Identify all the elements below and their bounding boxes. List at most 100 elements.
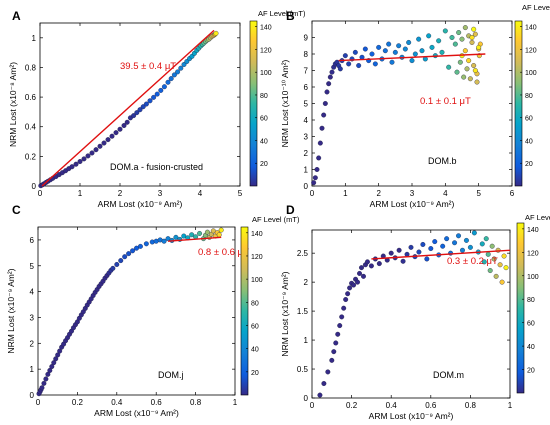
data-point xyxy=(316,155,322,161)
data-point xyxy=(93,147,99,153)
y-tick-label: 0.2 xyxy=(25,152,37,161)
y-tick-label: 6 xyxy=(304,83,309,92)
colorbar-tick-label: 60 xyxy=(251,323,259,330)
y-tick-label: 5 xyxy=(304,100,309,109)
colorbar-title: AF Level (mT) xyxy=(522,3,550,12)
x-tick-label: 0.6 xyxy=(425,401,437,410)
y-axis-label: NRM Lost (x10⁻⁸ Am²) xyxy=(8,62,18,147)
data-point xyxy=(161,238,167,244)
data-point xyxy=(105,137,111,143)
data-point xyxy=(134,110,140,116)
paleointensity-label: 0.8 ± 0.6 μT xyxy=(198,247,249,258)
colorbar-tick-label: 140 xyxy=(251,231,263,238)
x-tick-label: 0.8 xyxy=(465,401,477,410)
data-point xyxy=(311,180,317,186)
data-point xyxy=(140,104,146,110)
y-tick-label: 3 xyxy=(30,313,35,322)
colorbar-tick-label: 100 xyxy=(527,274,539,281)
data-point xyxy=(321,112,327,118)
data-point xyxy=(122,254,128,260)
x-tick-label: 5 xyxy=(476,189,481,198)
data-point xyxy=(497,262,503,268)
colorbar-tick-label: 120 xyxy=(251,254,263,261)
colorbar-tick-label: 140 xyxy=(527,227,539,234)
data-point xyxy=(85,153,91,159)
data-point xyxy=(439,49,445,55)
data-point xyxy=(47,367,53,373)
data-point xyxy=(110,265,116,271)
plot-frame xyxy=(37,226,236,396)
data-point xyxy=(406,39,412,45)
y-tick-label: 2 xyxy=(304,149,309,158)
data-point xyxy=(359,265,364,271)
y-tick-label: 0 xyxy=(304,394,309,403)
y-tick-label: 0.6 xyxy=(25,93,37,102)
plot-frame xyxy=(39,22,241,187)
data-point xyxy=(368,263,374,269)
data-point xyxy=(446,64,452,70)
data-point xyxy=(489,243,495,249)
x-tick-label: 3 xyxy=(410,189,415,198)
colorbar-tick-label: 100 xyxy=(260,70,272,77)
colorbar-tick-label: 20 xyxy=(527,368,535,375)
data-point xyxy=(503,265,509,271)
data-point xyxy=(343,297,349,302)
data-point xyxy=(467,76,473,82)
data-point xyxy=(39,385,45,391)
data-point xyxy=(117,126,123,132)
data-point xyxy=(147,98,153,104)
x-tick-label: 6 xyxy=(510,189,515,198)
data-point xyxy=(493,273,499,279)
colorbar-tick-label: 140 xyxy=(260,25,272,32)
data-point xyxy=(175,69,181,75)
data-point xyxy=(69,164,75,170)
data-point xyxy=(165,79,171,85)
colorbar-tick-label: 80 xyxy=(525,93,533,100)
data-point xyxy=(317,392,323,398)
data-point xyxy=(178,65,184,71)
data-point xyxy=(464,66,470,72)
data-point xyxy=(481,259,487,265)
data-point xyxy=(501,253,507,259)
data-point xyxy=(372,61,378,67)
y-tick-label: 0 xyxy=(32,182,37,191)
data-point xyxy=(322,101,328,106)
y-tick-label: 0.4 xyxy=(25,123,37,132)
x-tick-label: 0 xyxy=(310,401,315,410)
y-tick-label: 1 xyxy=(32,34,37,43)
data-point xyxy=(466,58,472,64)
y-axis-label: NRM Lost (x10⁻¹⁰ Am²) xyxy=(280,59,290,147)
data-point xyxy=(45,371,51,377)
data-point xyxy=(376,261,382,267)
data-point xyxy=(81,156,87,162)
data-point xyxy=(444,236,450,242)
data-point xyxy=(114,262,120,267)
data-point xyxy=(158,87,164,93)
y-tick-label: 1.5 xyxy=(297,307,309,316)
data-point xyxy=(89,150,95,156)
colorbar-title: AF Level (mT) xyxy=(258,9,306,18)
data-point xyxy=(213,30,219,36)
panel-d: 0 0.2 0.4 0.6 0.8 1 0 0.5 1 1.5 2 2.5 ARM Lost (x10⁻… xyxy=(280,203,550,421)
data-point xyxy=(386,41,392,47)
data-point xyxy=(137,243,143,249)
y-tick-label: 0.5 xyxy=(297,365,309,374)
data-point xyxy=(171,72,177,78)
data-point xyxy=(364,259,370,265)
data-point xyxy=(329,69,335,75)
data-point xyxy=(469,39,475,45)
data-point xyxy=(143,241,149,247)
x-tick-label: 0.6 xyxy=(151,398,163,407)
y-tick-label: 0 xyxy=(304,182,309,191)
y-tick-label: 2 xyxy=(30,339,35,348)
data-point xyxy=(389,59,395,65)
data-point xyxy=(346,61,352,67)
data-point xyxy=(53,356,59,362)
data-point xyxy=(321,381,327,386)
data-point xyxy=(77,159,83,165)
colorbar-tick-label: 20 xyxy=(260,161,268,168)
colorbar-tick-label: 40 xyxy=(525,138,533,145)
sample-label: DOM.a - fusion-crusted xyxy=(110,162,203,172)
data-point xyxy=(483,236,489,242)
